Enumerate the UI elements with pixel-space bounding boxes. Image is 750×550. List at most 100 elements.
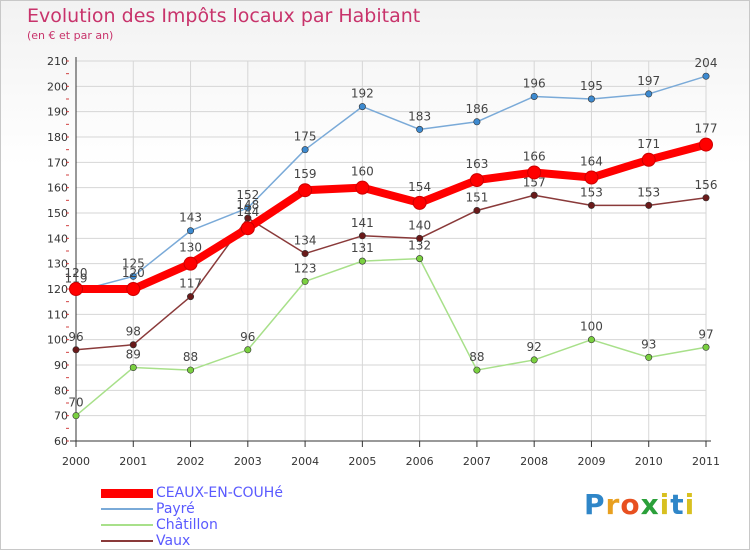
data-point-payre	[358, 103, 366, 111]
data-label-chatillon: 93	[641, 337, 656, 351]
y-tick-label: 170	[47, 156, 68, 169]
data-label-payre: 196	[523, 76, 546, 90]
data-point-vaux	[187, 293, 195, 301]
data-label-ceaux-en-couhe: 171	[637, 137, 660, 151]
y-tick-label: 100	[47, 334, 68, 347]
data-label-payre: 175	[294, 130, 317, 144]
legend-swatch	[101, 524, 153, 526]
data-point-payre	[530, 92, 538, 100]
data-point-vaux	[702, 194, 710, 202]
data-point-payre	[587, 95, 595, 103]
y-tick-label: 120	[47, 283, 68, 296]
legend-item: Châtillon	[101, 517, 283, 533]
data-point-chatillon	[72, 412, 80, 420]
data-label-chatillon: 97	[698, 327, 713, 341]
data-label-vaux: 141	[351, 216, 374, 230]
data-label-payre: 125	[122, 256, 145, 270]
data-label-vaux: 151	[465, 190, 488, 204]
data-label-ceaux-en-couhe: 160	[351, 165, 374, 179]
y-tick-label: 80	[54, 384, 68, 397]
legend-label: Châtillon	[156, 517, 218, 533]
data-point-chatillon	[301, 277, 309, 285]
data-label-payre: 197	[637, 74, 660, 88]
data-point-payre	[129, 272, 137, 280]
data-point-chatillon	[129, 364, 137, 372]
data-label-ceaux-en-couhe: 164	[580, 155, 603, 169]
legend: CEAUX-EN-COUHé Payré Châtillon Vaux	[101, 485, 283, 549]
data-label-ceaux-en-couhe: 159	[294, 167, 317, 181]
data-label-ceaux-en-couhe: 130	[179, 241, 202, 255]
data-label-payre: 143	[179, 211, 202, 225]
data-point-vaux	[129, 341, 137, 349]
y-tick-label: 150	[47, 207, 68, 220]
data-point-ceaux-en-couhe	[412, 195, 427, 210]
data-label-chatillon: 131	[351, 241, 374, 255]
data-point-chatillon	[358, 257, 366, 265]
data-label-payre: 192	[351, 87, 374, 101]
data-point-payre	[301, 146, 309, 154]
x-tick-label: 2011	[692, 455, 720, 468]
data-label-vaux: 96	[68, 330, 83, 344]
x-tick-label: 2005	[348, 455, 376, 468]
x-tick-label: 2003	[234, 455, 262, 468]
y-tick-label: 160	[47, 182, 68, 195]
data-label-vaux: 134	[294, 234, 317, 248]
data-point-chatillon	[416, 255, 424, 263]
data-point-vaux	[530, 191, 538, 199]
data-label-chatillon: 100	[580, 320, 603, 334]
data-label-payre: 204	[695, 56, 718, 70]
data-label-ceaux-en-couhe: 163	[465, 157, 488, 171]
data-point-payre	[187, 227, 195, 235]
data-label-payre: 183	[408, 109, 431, 123]
x-tick-label: 2009	[577, 455, 605, 468]
data-label-ceaux-en-couhe: 177	[695, 122, 718, 136]
legend-swatch	[101, 488, 153, 498]
data-point-chatillon	[587, 336, 595, 344]
data-point-ceaux-en-couhe	[469, 173, 484, 188]
data-label-chatillon: 92	[527, 340, 542, 354]
x-tick-label: 2002	[177, 455, 205, 468]
data-label-vaux: 157	[523, 175, 546, 189]
data-label-chatillon: 88	[469, 350, 484, 364]
y-tick-label: 190	[47, 106, 68, 119]
chart-title: Evolution des Impôts locaux par Habitant	[27, 5, 421, 27]
data-label-payre: 152	[236, 188, 259, 202]
data-point-ceaux-en-couhe	[240, 221, 255, 236]
data-label-ceaux-en-couhe: 120	[65, 266, 88, 280]
x-tick-label: 2007	[463, 455, 491, 468]
data-point-ceaux-en-couhe	[641, 152, 656, 167]
data-point-vaux	[72, 346, 80, 354]
data-point-vaux	[473, 206, 481, 214]
legend-item: Payré	[101, 501, 283, 517]
data-label-payre: 186	[465, 102, 488, 116]
data-point-chatillon	[244, 346, 252, 354]
data-point-vaux	[358, 232, 366, 240]
legend-item: Vaux	[101, 533, 283, 549]
data-point-vaux	[587, 201, 595, 209]
y-tick-label: 130	[47, 258, 68, 271]
data-label-vaux: 153	[580, 185, 603, 199]
data-label-vaux: 117	[179, 277, 202, 291]
x-tick-label: 2000	[62, 455, 90, 468]
data-label-vaux: 156	[695, 178, 718, 192]
data-label-ceaux-en-couhe: 154	[408, 180, 431, 194]
x-tick-label: 2010	[635, 455, 663, 468]
data-label-ceaux-en-couhe: 120	[122, 266, 145, 280]
y-tick-label: 90	[54, 359, 68, 372]
data-label-chatillon: 132	[408, 239, 431, 253]
x-tick-label: 2008	[520, 455, 548, 468]
data-point-chatillon	[702, 343, 710, 351]
y-tick-label: 210	[47, 55, 68, 68]
legend-label: CEAUX-EN-COUHé	[156, 485, 283, 501]
data-point-ceaux-en-couhe	[69, 282, 83, 296]
x-tick-label: 2004	[291, 455, 319, 468]
data-point-chatillon	[645, 353, 653, 361]
legend-item: CEAUX-EN-COUHé	[101, 485, 283, 501]
data-point-vaux	[301, 250, 309, 258]
y-tick-label: 70	[54, 410, 68, 423]
data-point-payre	[473, 118, 481, 126]
data-label-vaux: 153	[637, 185, 660, 199]
data-label-chatillon: 89	[126, 348, 141, 362]
